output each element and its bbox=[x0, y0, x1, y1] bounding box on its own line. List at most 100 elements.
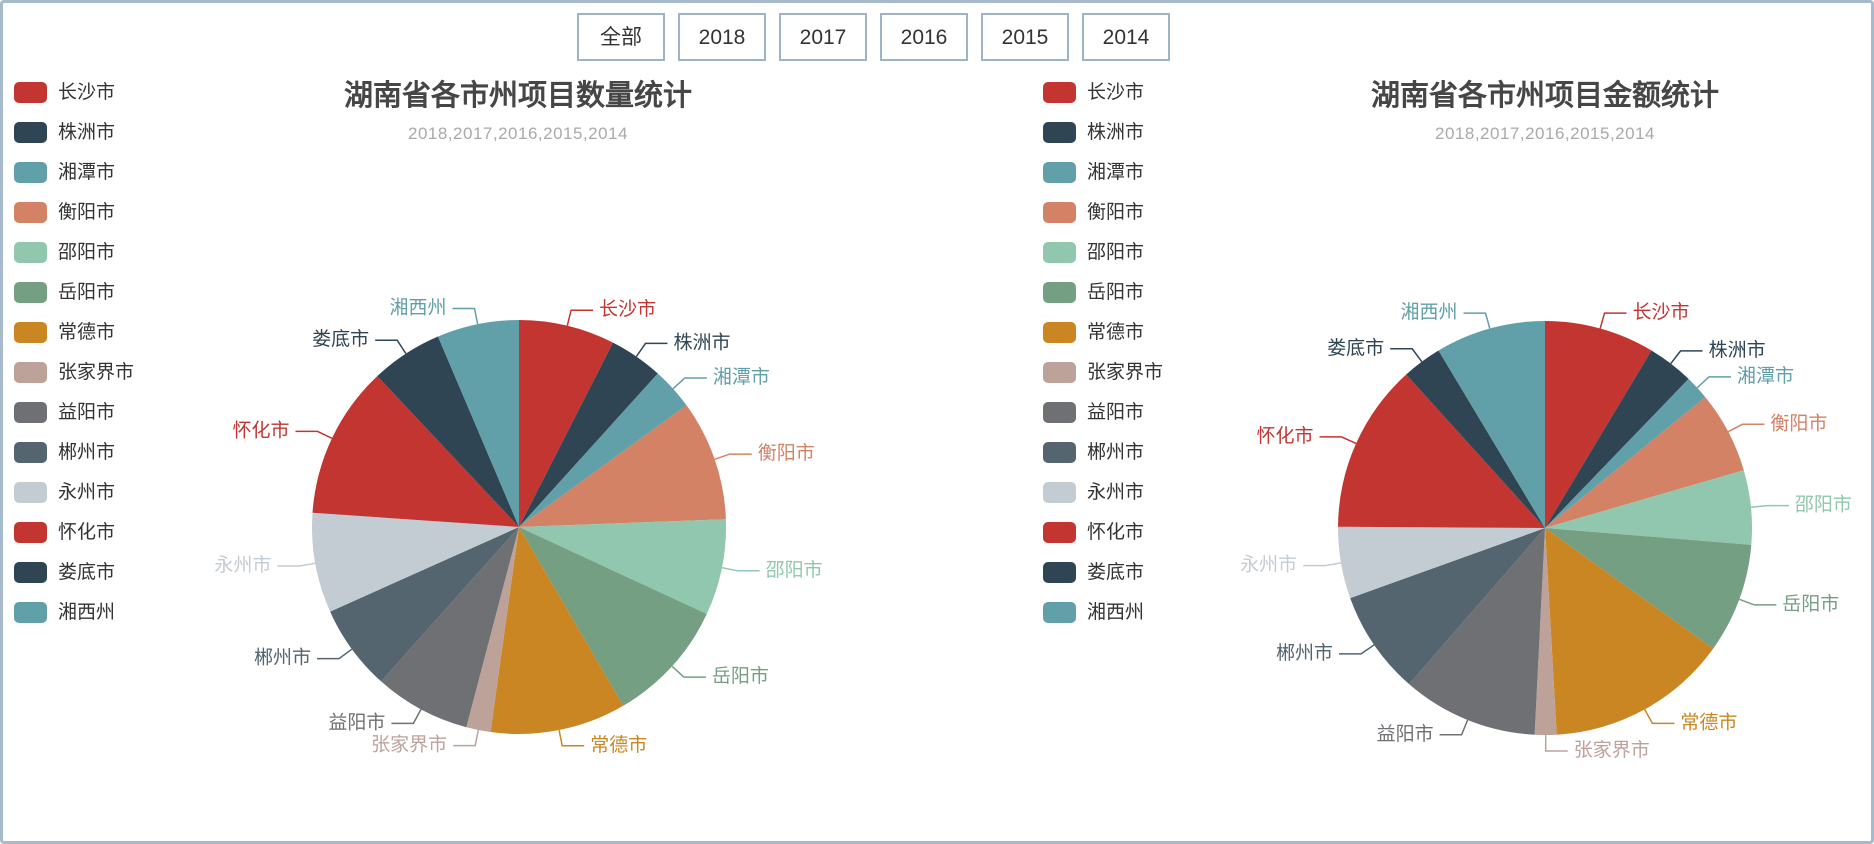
pie-slice-长沙市[interactable] bbox=[1545, 321, 1652, 528]
pie-slice-益阳市[interactable] bbox=[1409, 528, 1545, 735]
legend-item-永州市[interactable]: 永州市 bbox=[14, 482, 134, 522]
pie-slice-常德市[interactable] bbox=[490, 527, 624, 734]
pie-slice-湘潭市[interactable] bbox=[519, 373, 687, 528]
pie-label-line-永州市 bbox=[1303, 562, 1342, 567]
legend-swatch bbox=[1043, 282, 1076, 303]
legend-item-株洲市[interactable]: 株洲市 bbox=[14, 122, 134, 162]
pie-slice-长沙市[interactable] bbox=[519, 320, 613, 527]
legend-item-长沙市[interactable]: 长沙市 bbox=[1043, 82, 1163, 122]
legend-item-常德市[interactable]: 常德市 bbox=[14, 322, 134, 362]
pie-label-常德市: 常德市 bbox=[1680, 711, 1737, 733]
legend-item-娄底市[interactable]: 娄底市 bbox=[1043, 562, 1163, 602]
pie-slice-张家界市[interactable] bbox=[466, 527, 519, 732]
pie-slice-益阳市[interactable] bbox=[381, 527, 519, 728]
pie-label-衡阳市: 衡阳市 bbox=[758, 442, 815, 464]
pie-label-长沙市: 长沙市 bbox=[1633, 301, 1690, 323]
pie-label-line-益阳市 bbox=[1439, 719, 1469, 736]
legend-item-怀化市[interactable]: 怀化市 bbox=[1043, 522, 1163, 562]
legend-item-株洲市[interactable]: 株洲市 bbox=[1043, 122, 1163, 162]
pie-label-line-株洲市 bbox=[1670, 350, 1703, 365]
pie-label-line-岳阳市 bbox=[1739, 598, 1777, 606]
legend-item-益阳市[interactable]: 益阳市 bbox=[1043, 402, 1163, 442]
legend-item-娄底市[interactable]: 娄底市 bbox=[14, 562, 134, 602]
pie-slice-邵阳市[interactable] bbox=[519, 519, 727, 614]
legend-label: 岳阳市 bbox=[1087, 282, 1145, 303]
pie-label-line-长沙市 bbox=[1599, 312, 1627, 329]
pie-label-line-益阳市 bbox=[391, 708, 422, 725]
pie-slice-郴州市[interactable] bbox=[1350, 528, 1545, 685]
chart-panel-project-amount: 湖南省各市州项目金额统计 2018,2017,2016,2015,2014 长沙… bbox=[937, 0, 1874, 844]
legend-item-湘潭市[interactable]: 湘潭市 bbox=[14, 162, 134, 202]
legend-swatch bbox=[14, 322, 47, 343]
legend-item-邵阳市[interactable]: 邵阳市 bbox=[1043, 242, 1163, 282]
pie-label-邵阳市: 邵阳市 bbox=[1795, 494, 1852, 516]
pie-slice-怀化市[interactable] bbox=[1338, 374, 1545, 529]
pie-label-line-常德市 bbox=[1644, 709, 1675, 725]
legend-swatch bbox=[1043, 82, 1076, 103]
pie-label-湘潭市: 湘潭市 bbox=[713, 366, 770, 388]
legend-item-湘西州[interactable]: 湘西州 bbox=[14, 602, 134, 642]
filter-button-2017[interactable]: 2017 bbox=[779, 13, 867, 61]
chart-title-count: 湖南省各市州项目数量统计 bbox=[343, 80, 693, 112]
legend-label: 郴州市 bbox=[1087, 442, 1145, 463]
pie-slice-岳阳市[interactable] bbox=[1545, 528, 1752, 649]
legend-swatch bbox=[14, 442, 47, 463]
pie-label-常德市: 常德市 bbox=[590, 734, 647, 756]
pie-slice-永州市[interactable] bbox=[312, 512, 519, 612]
pie-slice-常德市[interactable] bbox=[1545, 528, 1714, 735]
pie-slice-衡阳市[interactable] bbox=[1545, 397, 1744, 528]
legend-item-永州市[interactable]: 永州市 bbox=[1043, 482, 1163, 522]
pie-slice-衡阳市[interactable] bbox=[519, 405, 726, 527]
pie-label-张家界市: 张家界市 bbox=[1574, 739, 1650, 761]
pie-label-衡阳市: 衡阳市 bbox=[1770, 412, 1827, 434]
legend-label: 湘西州 bbox=[1087, 602, 1145, 623]
pie-slice-湘西州[interactable] bbox=[438, 320, 519, 527]
pie-label-岳阳市: 岳阳市 bbox=[712, 665, 769, 687]
legend-item-湘西州[interactable]: 湘西州 bbox=[1043, 602, 1163, 642]
filter-button-2015[interactable]: 2015 bbox=[981, 13, 1069, 61]
legend-swatch bbox=[1043, 202, 1076, 223]
chart-subtitle-count: 2018,2017,2016,2015,2014 bbox=[408, 124, 628, 143]
legend-item-常德市[interactable]: 常德市 bbox=[1043, 322, 1163, 362]
filter-button-2016[interactable]: 2016 bbox=[880, 13, 968, 61]
legend-item-岳阳市[interactable]: 岳阳市 bbox=[14, 282, 134, 322]
pie-label-永州市: 永州市 bbox=[214, 554, 271, 576]
filter-button-2014[interactable]: 2014 bbox=[1082, 13, 1170, 61]
legend-label: 怀化市 bbox=[1087, 522, 1145, 543]
pie-slice-怀化市[interactable] bbox=[312, 376, 520, 527]
legend-item-郴州市[interactable]: 郴州市 bbox=[14, 442, 134, 482]
pie-slice-娄底市[interactable] bbox=[1406, 350, 1545, 529]
legend-item-邵阳市[interactable]: 邵阳市 bbox=[14, 242, 134, 282]
pie-slice-娄底市[interactable] bbox=[377, 336, 519, 528]
filter-button-all[interactable]: 全部 bbox=[577, 13, 665, 61]
pie-slice-岳阳市[interactable] bbox=[519, 527, 707, 706]
legend-item-怀化市[interactable]: 怀化市 bbox=[14, 522, 134, 562]
pie-label-娄底市: 娄底市 bbox=[312, 328, 369, 350]
pie-slice-张家界市[interactable] bbox=[1534, 528, 1557, 735]
legend-swatch bbox=[14, 362, 47, 383]
legend-item-张家界市[interactable]: 张家界市 bbox=[1043, 362, 1163, 402]
legend-item-益阳市[interactable]: 益阳市 bbox=[14, 402, 134, 442]
pie-slice-湘潭市[interactable] bbox=[1545, 378, 1706, 528]
pie-label-益阳市: 益阳市 bbox=[1377, 723, 1434, 745]
filter-button-2018[interactable]: 2018 bbox=[678, 13, 766, 61]
legend-item-湘潭市[interactable]: 湘潭市 bbox=[1043, 162, 1163, 202]
pie-label-邵阳市: 邵阳市 bbox=[766, 559, 823, 581]
pie-label-郴州市: 郴州市 bbox=[1276, 642, 1333, 664]
pie-label-line-衡阳市 bbox=[1727, 423, 1765, 433]
pie-slice-湘西州[interactable] bbox=[1438, 321, 1546, 528]
pie-slice-永州市[interactable] bbox=[1337, 526, 1545, 599]
legend-item-张家界市[interactable]: 张家界市 bbox=[14, 362, 134, 402]
legend-item-衡阳市[interactable]: 衡阳市 bbox=[14, 202, 134, 242]
legend-item-衡阳市[interactable]: 衡阳市 bbox=[1043, 202, 1163, 242]
pie-slice-株洲市[interactable] bbox=[519, 342, 658, 527]
pie-slice-株洲市[interactable] bbox=[1545, 350, 1689, 529]
legend-item-岳阳市[interactable]: 岳阳市 bbox=[1043, 282, 1163, 322]
pie-slice-郴州市[interactable] bbox=[330, 527, 519, 682]
legend-item-郴州市[interactable]: 郴州市 bbox=[1043, 442, 1163, 482]
pie-label-湘西州: 湘西州 bbox=[1400, 301, 1457, 323]
pie-label-娄底市: 娄底市 bbox=[1327, 337, 1384, 359]
legend-item-长沙市[interactable]: 长沙市 bbox=[14, 82, 134, 122]
pie-slice-邵阳市[interactable] bbox=[1545, 470, 1753, 545]
